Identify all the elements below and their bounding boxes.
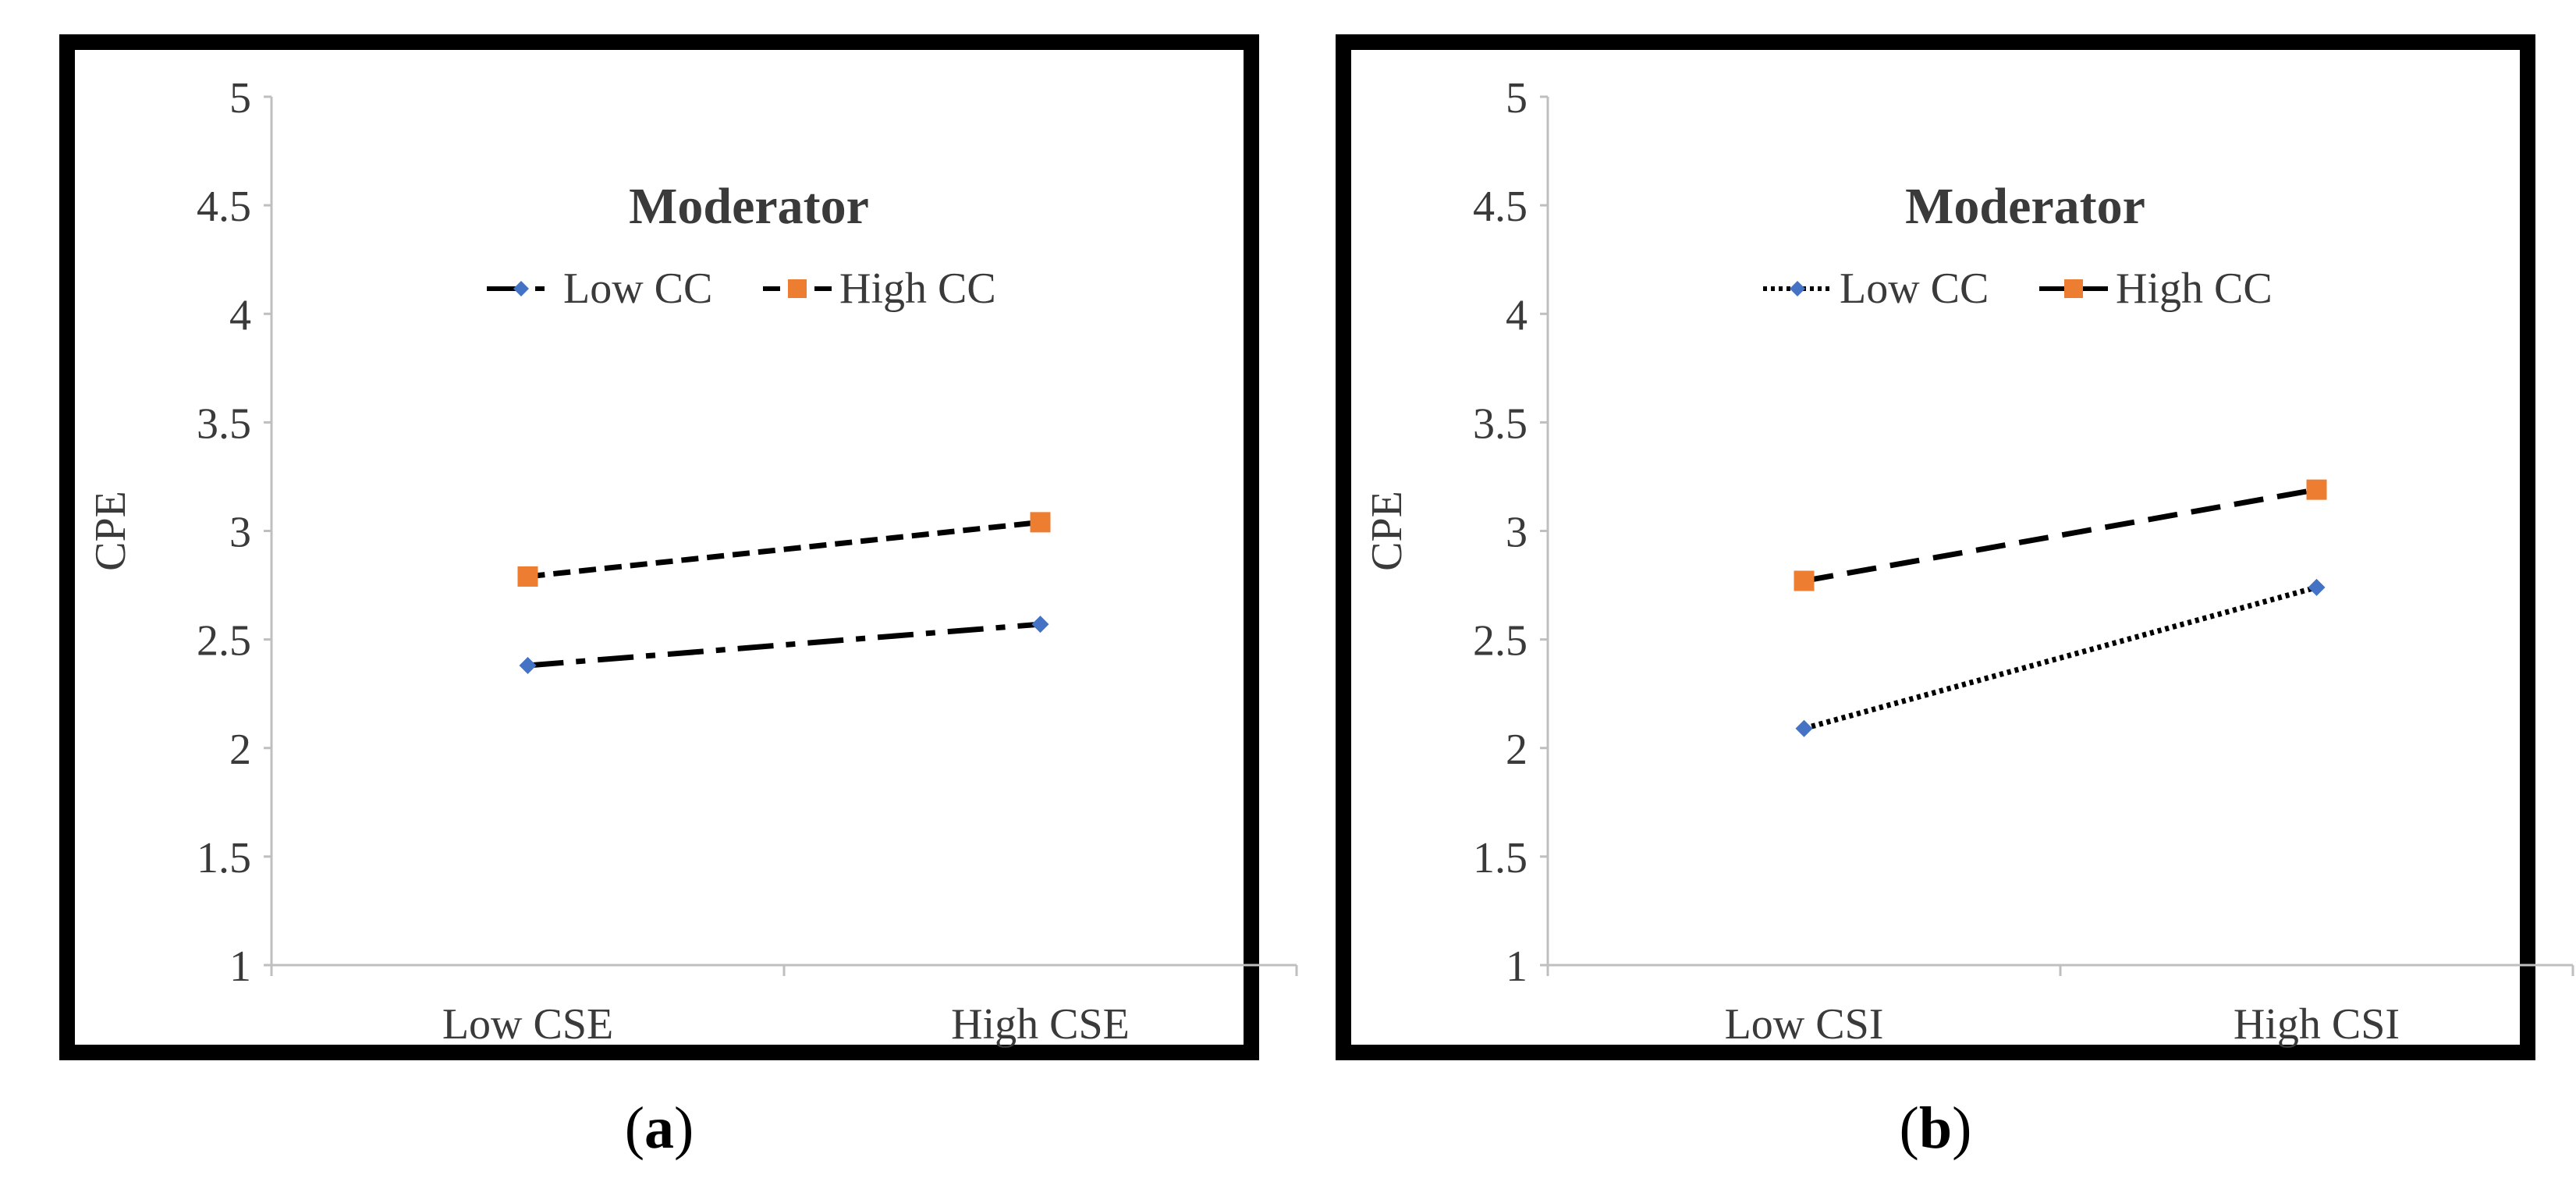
series-line-high-cc [1803, 487, 2318, 584]
y-tick-label: 5 [1506, 74, 1528, 122]
y-tick-label: 1 [229, 942, 251, 991]
legend-marker [513, 281, 529, 296]
chart-a-svg: 1 1.5 2 2.5 3 3.5 4 4.5 5 Low CSE High CSE CPE Moder… [87, 74, 1298, 1049]
y-tick-label: 1.5 [197, 834, 251, 882]
series-marker [1794, 570, 1815, 591]
legend-label: High CC [2116, 264, 2273, 313]
series-line-low-cc [1803, 584, 2318, 732]
chart-panel-b: 1 1.5 2 2.5 3 3.5 4 4.5 5 Low CSI High CSI CPE Moder… [1336, 34, 2574, 1060]
series-marker [517, 566, 538, 587]
legend-marker [1790, 281, 1805, 296]
y-tick-label: 3 [1506, 509, 1528, 557]
y-tick-label: 3 [229, 509, 251, 557]
series-marker [2308, 578, 2326, 596]
y-tick-label: 3.5 [1473, 399, 1528, 448]
x-tick-label: Low CSE [442, 1000, 613, 1049]
chart-b-svg: 1 1.5 2 2.5 3 3.5 4 4.5 5 Low CSI High CSI CPE Moder… [1363, 74, 2574, 1049]
legend-label: High CC [839, 264, 996, 313]
y-tick-label: 4 [1506, 291, 1528, 339]
y-tick-label: 2 [1506, 726, 1528, 774]
legend-label: Low CC [1840, 264, 1989, 313]
y-axis-title: CPE [87, 491, 135, 571]
series-marker [1031, 616, 1049, 634]
y-tick-label: 2.5 [1473, 617, 1528, 666]
legend-marker [788, 279, 807, 298]
y-tick-label: 3.5 [197, 399, 251, 448]
panel-a-caption: (a) [624, 1095, 694, 1161]
series-marker [519, 657, 537, 675]
x-tick-label: High CSI [2234, 1000, 2400, 1049]
y-tick-label: 5 [229, 74, 251, 122]
series-marker [1030, 512, 1051, 533]
y-tick-label: 1 [1506, 942, 1528, 991]
legend-label: Low CC [563, 264, 712, 313]
panel-b-label: b [1918, 1095, 1953, 1161]
x-tick-label: High CSE [951, 1000, 1130, 1049]
chart-title: Moderator [1905, 178, 2145, 235]
panel-a-label: a [644, 1095, 674, 1161]
y-tick-label: 2 [229, 726, 251, 774]
series-line-low-cc [527, 621, 1041, 669]
y-tick-label: 4 [229, 291, 251, 339]
y-axis-title: CPE [1363, 491, 1411, 571]
y-tick-label: 2.5 [197, 617, 251, 666]
y-tick-label: 1.5 [1473, 834, 1528, 882]
y-tick-label: 4.5 [197, 183, 251, 231]
chart-panel-a: 1 1.5 2 2.5 3 3.5 4 4.5 5 Low CSE High CSE CPE Moder… [59, 34, 1298, 1060]
series-line-high-cc [527, 519, 1041, 580]
series-marker [1795, 719, 1813, 737]
y-tick-label: 4.5 [1473, 183, 1528, 231]
series-marker [2306, 479, 2327, 500]
x-tick-label: Low CSI [1725, 1000, 1884, 1049]
legend-marker [2064, 279, 2083, 298]
panel-b-caption: (b) [1899, 1095, 1972, 1161]
chart-title: Moderator [629, 178, 869, 235]
